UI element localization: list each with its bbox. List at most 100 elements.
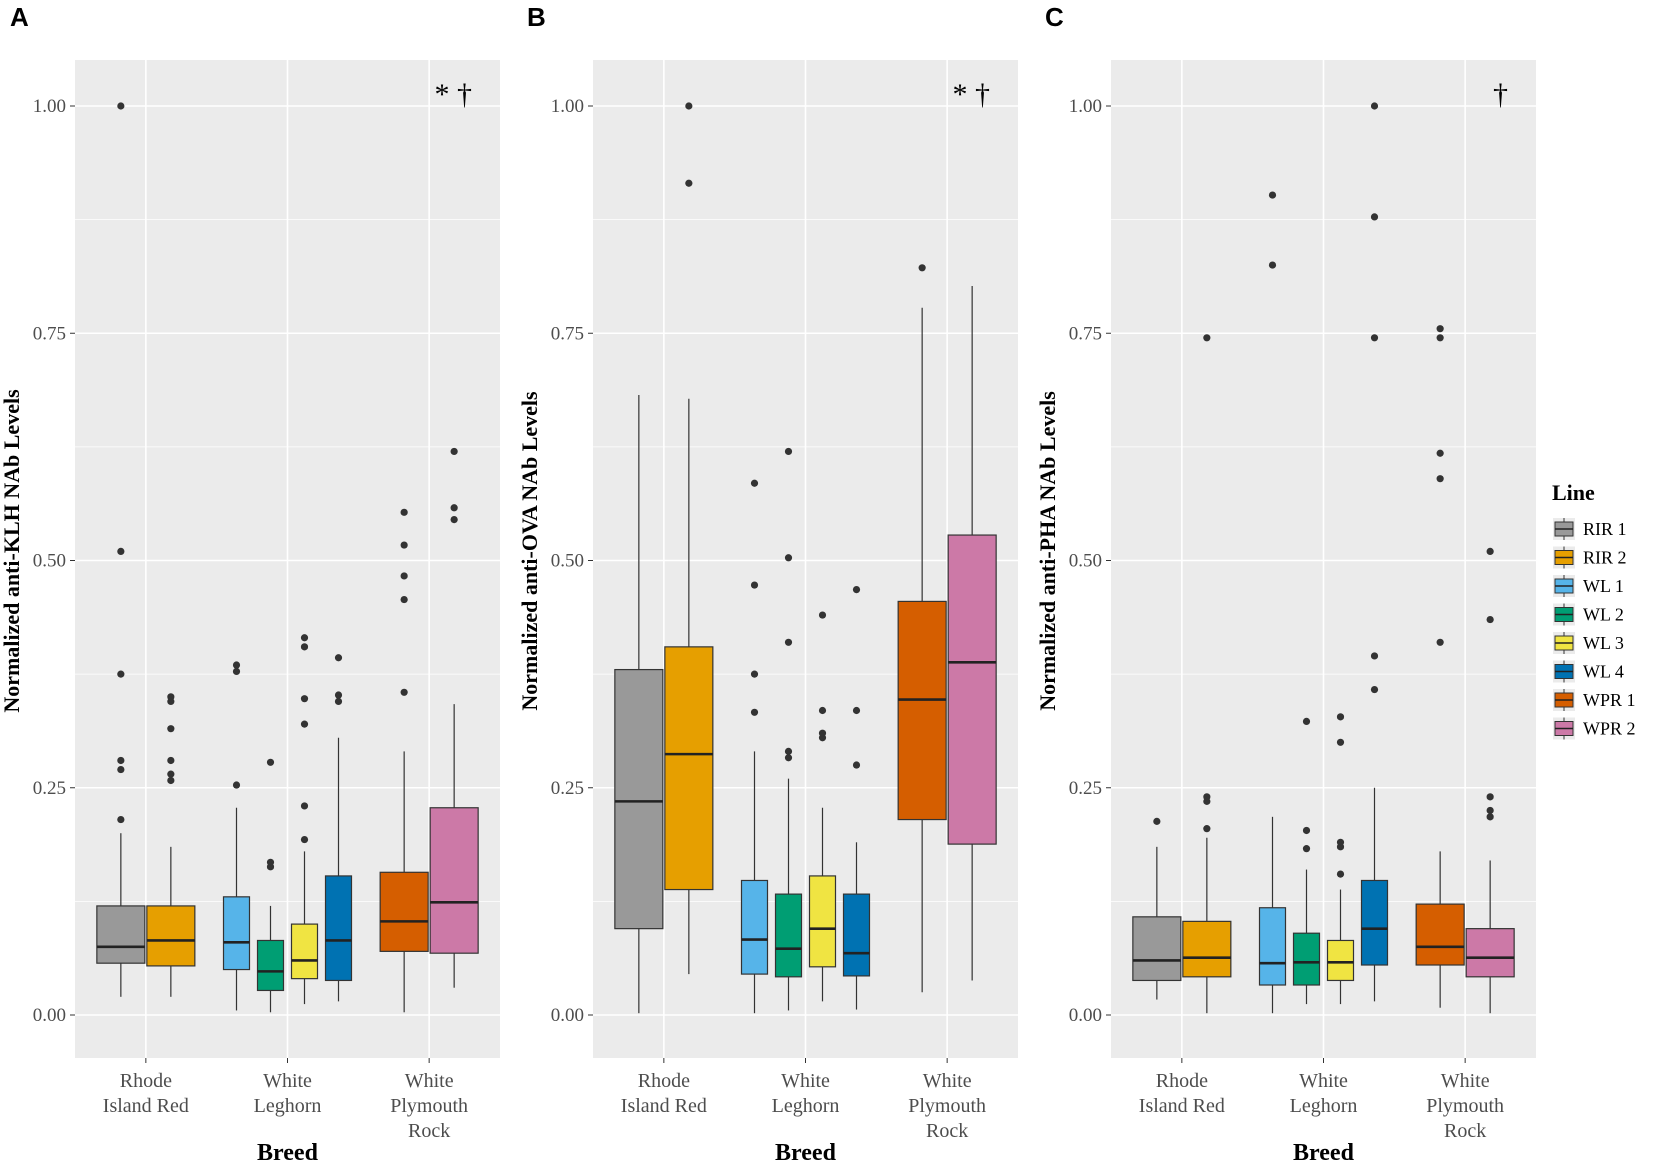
outlier-point: [117, 547, 125, 556]
outlier-point: [167, 756, 175, 765]
outlier-point: [1370, 685, 1379, 694]
y-tick-label: 0.50: [1069, 551, 1102, 572]
box-rir-2: [664, 102, 714, 975]
legend: Line RIR 1 RIR 2 WL 1 WL 2 WL 3 WL 4 WPR 1 WPR 2: [1552, 480, 1636, 740]
outlier-point: [784, 554, 793, 562]
legend-label: WL 3: [1583, 633, 1624, 653]
significance-annotation: * †: [435, 78, 473, 111]
outlier-point: [300, 695, 309, 703]
iqr-box: [774, 893, 803, 978]
x-category-label: Rhode: [638, 1070, 690, 1092]
box-wl-1: [740, 479, 769, 1014]
significance-annotation: * †: [953, 78, 991, 111]
y-tick-label: 1.00: [551, 96, 584, 117]
outlier-point: [1336, 738, 1345, 746]
legend-item: RIR 1: [1553, 518, 1627, 540]
outlier-point: [117, 756, 125, 765]
outlier-point: [400, 595, 408, 604]
box-wl-4: [1360, 102, 1389, 1002]
box-wl-4: [842, 585, 871, 1010]
outlier-point: [334, 691, 343, 699]
x-category-label: White: [405, 1070, 454, 1092]
x-category-label: Leghorn: [1290, 1095, 1358, 1117]
box-wl-2: [1292, 717, 1321, 1005]
iqr-box: [947, 534, 997, 845]
outlier-point: [450, 504, 458, 512]
box-rir-1: [614, 395, 664, 1014]
box-wl-2: [774, 447, 803, 1011]
outlier-point: [1486, 813, 1494, 821]
outlier-point: [784, 447, 793, 456]
outlier-point: [1268, 261, 1277, 269]
outlier-point: [167, 693, 175, 701]
x-category-label: Rhode: [1156, 1070, 1208, 1092]
outlier-point: [918, 264, 926, 272]
panel-A: A 0.00 0.25 0.50 0.75 1.00 Rhode Island Red Whit…: [0, 2, 500, 1166]
x-category-label: Plymouth: [390, 1095, 468, 1117]
x-axis-title: Breed: [257, 1140, 319, 1166]
outlier-point: [1486, 615, 1494, 624]
legend-title: Line: [1552, 480, 1595, 505]
outlier-point: [167, 770, 175, 778]
outlier-point: [784, 747, 793, 755]
x-category-label: White: [1441, 1070, 1490, 1092]
y-tick-label: 0.50: [33, 551, 66, 572]
legend-item: WL 3: [1553, 632, 1624, 654]
legend-item: WL 2: [1553, 603, 1624, 626]
outlier-point: [1302, 826, 1311, 835]
outlier-point: [400, 541, 408, 549]
outlier-point: [400, 508, 408, 516]
outlier-point: [685, 179, 693, 187]
outlier-point: [300, 634, 309, 642]
box-wl-2: [256, 758, 285, 1013]
outlier-point: [300, 802, 309, 810]
outlier-point: [300, 720, 309, 728]
iqr-box: [1258, 907, 1287, 986]
outlier-point: [818, 611, 827, 619]
outlier-point: [818, 729, 827, 737]
outlier-point: [232, 661, 241, 669]
box-rir-2: [146, 693, 196, 997]
outlier-point: [1203, 793, 1211, 801]
box-rir-2: [1182, 334, 1232, 1014]
outlier-point: [685, 102, 693, 110]
y-axis-title: Normalized anti-OVA NAb Levels: [517, 391, 542, 711]
iqr-box: [808, 875, 837, 968]
iqr-box: [842, 893, 871, 977]
outlier-point: [784, 638, 793, 646]
outlier-point: [1486, 806, 1494, 815]
legend-label: WPR 1: [1583, 690, 1636, 710]
outlier-point: [1203, 825, 1211, 833]
outlier-point: [117, 102, 125, 110]
outlier-point: [266, 858, 275, 866]
iqr-box: [897, 600, 947, 821]
x-category-label: White: [923, 1070, 972, 1092]
box-wl-1: [222, 661, 251, 1011]
iqr-box: [1292, 932, 1321, 986]
iqr-box: [1465, 928, 1515, 978]
iqr-box: [324, 875, 353, 982]
outlier-point: [400, 572, 408, 580]
outlier-point: [450, 515, 458, 524]
box-wl-3: [808, 611, 837, 1002]
y-tick-label: 1.00: [1069, 96, 1102, 117]
outlier-point: [300, 643, 309, 651]
legend-label: RIR 1: [1583, 519, 1627, 539]
legend-item: RIR 2: [1553, 546, 1627, 569]
box-wpr-1: [1415, 325, 1465, 1008]
outlier-point: [1486, 547, 1494, 556]
legend-label: WL 1: [1583, 576, 1624, 596]
y-tick-label: 0.25: [1069, 778, 1102, 799]
iqr-box: [664, 646, 714, 891]
x-category-label: Rock: [1444, 1120, 1486, 1142]
legend-label: WL 2: [1583, 605, 1624, 625]
x-category-label: White: [1299, 1070, 1348, 1092]
x-category-label: Leghorn: [254, 1095, 322, 1117]
outlier-point: [117, 815, 125, 824]
y-tick-label: 0.75: [551, 323, 584, 344]
iqr-box: [1182, 920, 1232, 978]
x-category-label: Leghorn: [772, 1095, 840, 1117]
box-wpr-1: [379, 508, 429, 1013]
outlier-point: [400, 688, 408, 696]
